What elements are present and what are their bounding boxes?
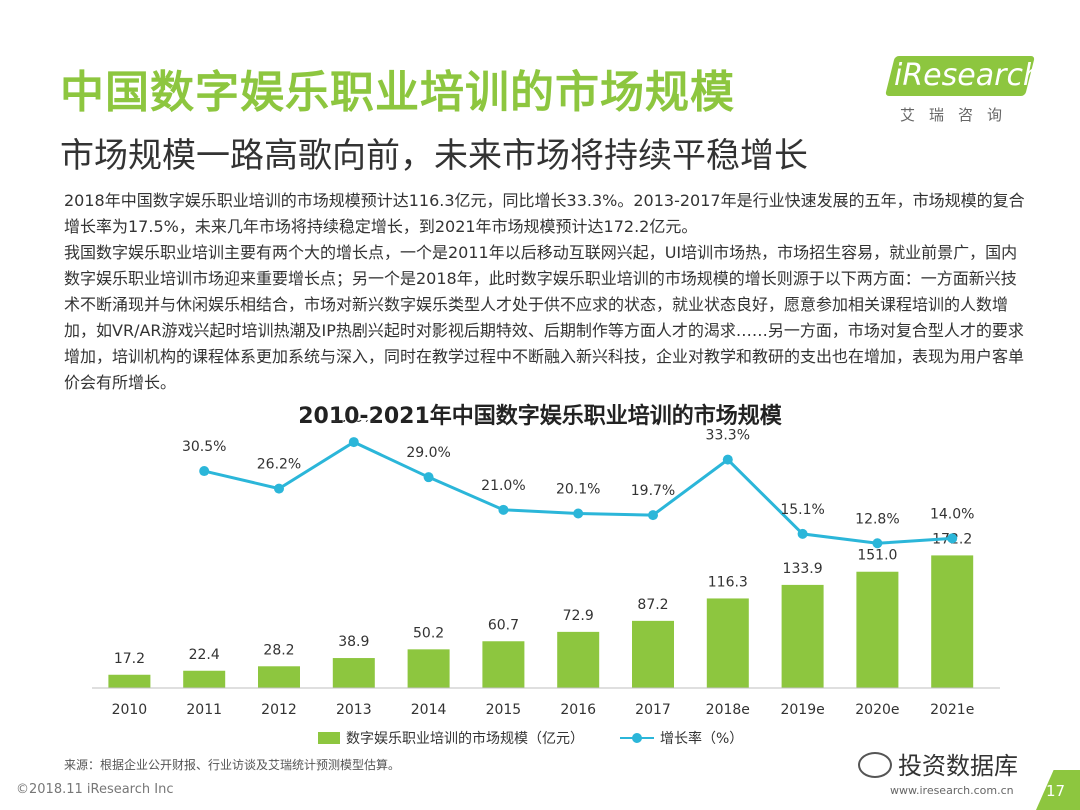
- summary-paragraph: 2018年中国数字娱乐职业培训的市场规模预计达116.3亿元，同比增长33.3%…: [64, 191, 1025, 236]
- growth-point-2012: [274, 483, 284, 494]
- x-tick-label: 2013: [336, 702, 372, 718]
- growth-point-2016: [573, 508, 584, 519]
- growth-point-2018e: [722, 454, 733, 465]
- bar-2021e: [931, 555, 974, 688]
- source-note: 来源：根据企业公开财报、行业访谈及艾瑞统计预测模型估算。: [64, 758, 401, 772]
- bar-value-label: 72.9: [563, 608, 594, 624]
- growth-point-2021e: [947, 533, 958, 544]
- legend-line-swatch: [620, 732, 654, 744]
- growth-point-2020e: [872, 538, 883, 549]
- watermark-text: 投资数据库: [898, 752, 1018, 780]
- chart-title: 2010-2021年中国数字娱乐职业培训的市场规模: [298, 404, 782, 429]
- x-tick-label: 2019e: [780, 702, 824, 718]
- bar-value-label: 22.4: [189, 647, 220, 663]
- legend-line-label: 增长率（%）: [660, 731, 744, 747]
- logo-brand-cn: 艾瑞咨询: [900, 106, 1017, 124]
- bar-2016: [557, 631, 600, 688]
- growth-value-label: 37.6%: [332, 420, 376, 426]
- legend-bar-swatch: [318, 732, 340, 744]
- growth-value-label: 12.8%: [855, 511, 899, 527]
- copyright: ©2018.11 iResearch Inc: [16, 782, 174, 797]
- growth-value-label: 29.0%: [406, 445, 450, 461]
- growth-point-2015: [498, 504, 509, 515]
- x-tick-label: 2020e: [855, 702, 899, 718]
- bar-2018e: [706, 598, 749, 688]
- x-tick-label: 2018e: [706, 702, 750, 718]
- bar-2010: [108, 674, 151, 688]
- bar-value-label: 151.0: [857, 548, 897, 564]
- page-number: 17: [1046, 782, 1066, 800]
- bar-value-label: 87.2: [637, 597, 668, 613]
- x-tick-label: 2014: [411, 702, 447, 718]
- growth-value-label: 21.0%: [481, 478, 525, 494]
- x-tick-label: 2012: [261, 702, 297, 718]
- growth-value-label: 26.2%: [257, 457, 301, 473]
- page-subtitle: 市场规模一路高歌向前，未来市场将持续平稳增长: [60, 136, 808, 176]
- bar-value-label: 38.9: [338, 634, 369, 650]
- bar-value-label: 60.7: [488, 617, 519, 633]
- growth-value-label: 33.3%: [706, 428, 750, 444]
- growth-value-label: 15.1%: [780, 502, 824, 518]
- bar-value-label: 116.3: [708, 574, 748, 590]
- x-tick-label: 2010: [112, 702, 148, 718]
- x-tick-label: 2016: [560, 702, 596, 718]
- growth-point-2013: [348, 437, 359, 448]
- x-tick-label: 2021e: [930, 702, 974, 718]
- watermark: 投资数据库: [858, 746, 1018, 781]
- x-tick-label: 2017: [635, 702, 671, 718]
- growth-point-2019e: [797, 528, 808, 539]
- page-title: 中国数字娱乐职业培训的市场规模: [60, 67, 735, 118]
- analysis-paragraph: 我国数字娱乐职业培训主要有两个大的增长点，一个是2011年以后移动互联网兴起，U…: [64, 243, 1025, 392]
- growth-value-label: 19.7%: [631, 483, 675, 499]
- bar-2020e: [856, 571, 899, 688]
- bar-value-label: 50.2: [413, 625, 444, 641]
- bar-2014: [407, 649, 450, 688]
- bar-value-label: 133.9: [783, 561, 823, 577]
- bar-2015: [482, 641, 525, 688]
- x-tick-label: 2015: [486, 702, 522, 718]
- bar-2012: [258, 666, 300, 688]
- bar-2011: [183, 670, 226, 688]
- legend-bar-label: 数字娱乐职业培训的市场规模（亿元）: [346, 731, 584, 747]
- website: www.iresearch.com.cn: [890, 784, 1014, 797]
- market-size-chart: 17.2 22.4 28.2 38.9 50.2 60.7 72.9 87.2 116.3 133…: [92, 420, 1000, 718]
- logo-brand: iResearch: [894, 58, 1042, 93]
- growth-point-2014: [423, 472, 434, 483]
- growth-value-label: 30.5%: [182, 439, 226, 455]
- chart-legend: 数字娱乐职业培训的市场规模（亿元） 增长率（%）: [318, 728, 743, 748]
- bar-value-label: 28.2: [263, 642, 294, 658]
- growth-point-2017: [648, 510, 658, 521]
- iresearch-logo: iResearch 艾瑞咨询: [880, 52, 1042, 124]
- growth-point-2011: [199, 466, 210, 477]
- bar-2019e: [781, 584, 824, 688]
- bar-2017: [632, 620, 674, 688]
- x-tick-label: 2011: [186, 702, 222, 718]
- wechat-icon: [858, 752, 892, 778]
- bar-2013: [332, 658, 375, 688]
- growth-value-label: 20.1%: [556, 481, 600, 497]
- growth-value-label: 14.0%: [930, 506, 974, 522]
- bar-value-label: 17.2: [114, 651, 145, 667]
